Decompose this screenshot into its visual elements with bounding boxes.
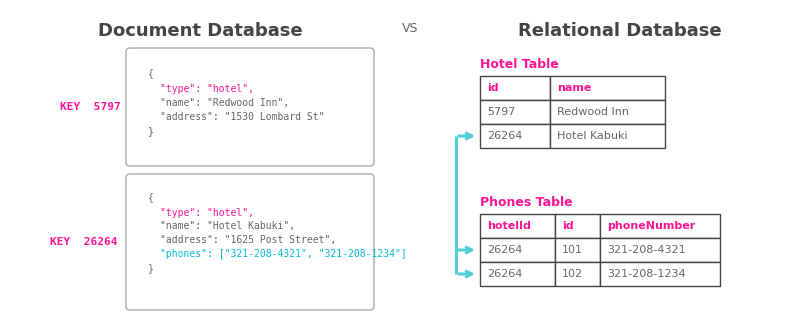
Text: Hotel Table: Hotel Table <box>480 58 558 71</box>
Text: 321-208-4321: 321-208-4321 <box>607 245 686 255</box>
Bar <box>480 262 555 286</box>
FancyBboxPatch shape <box>126 48 374 166</box>
FancyBboxPatch shape <box>126 174 374 310</box>
Text: 26264: 26264 <box>487 245 522 255</box>
Text: Hotel Kabuki: Hotel Kabuki <box>557 131 628 141</box>
Text: "address": "1625 Post Street",: "address": "1625 Post Street", <box>160 235 336 245</box>
Bar <box>600 262 720 286</box>
Bar <box>480 100 550 124</box>
Text: KEY  26264: KEY 26264 <box>50 237 118 247</box>
Text: id: id <box>562 221 574 231</box>
Text: Phones Table: Phones Table <box>480 196 573 209</box>
Bar <box>555 238 600 262</box>
Text: {: { <box>148 192 154 202</box>
Text: hotelId: hotelId <box>487 221 531 231</box>
Bar <box>480 238 555 262</box>
Text: "type": "hotel",: "type": "hotel", <box>160 84 254 94</box>
Text: 26264: 26264 <box>487 131 522 141</box>
Text: KEY  5797: KEY 5797 <box>60 102 121 112</box>
Text: 101: 101 <box>562 245 583 255</box>
Text: "address": "1530 Lombard St": "address": "1530 Lombard St" <box>160 112 325 122</box>
Text: id: id <box>487 83 498 93</box>
Text: 102: 102 <box>562 269 583 279</box>
Text: "type": "hotel",: "type": "hotel", <box>160 208 254 218</box>
Bar <box>555 262 600 286</box>
Bar <box>550 100 665 124</box>
Text: Document Database: Document Database <box>98 22 302 40</box>
Text: 26264: 26264 <box>487 269 522 279</box>
Bar <box>480 214 555 238</box>
Text: }: } <box>148 126 154 136</box>
Text: Relational Database: Relational Database <box>518 22 722 40</box>
Text: 321-208-1234: 321-208-1234 <box>607 269 686 279</box>
Text: VS: VS <box>402 22 418 35</box>
Text: {: { <box>148 68 154 78</box>
Text: 5797: 5797 <box>487 107 515 117</box>
Bar <box>600 214 720 238</box>
Text: Redwood Inn: Redwood Inn <box>557 107 629 117</box>
Text: "name": "Redwood Inn",: "name": "Redwood Inn", <box>160 98 290 108</box>
Bar <box>480 76 550 100</box>
Bar <box>550 124 665 148</box>
Bar <box>555 214 600 238</box>
Bar <box>600 238 720 262</box>
Text: }: } <box>148 263 154 273</box>
Text: "name": "Hotel Kabuki",: "name": "Hotel Kabuki", <box>160 221 295 231</box>
Bar <box>550 76 665 100</box>
Bar <box>480 124 550 148</box>
Text: phoneNumber: phoneNumber <box>607 221 695 231</box>
Text: name: name <box>557 83 591 93</box>
Text: "phones": ["321-208-4321", "321-208-1234"]: "phones": ["321-208-4321", "321-208-1234… <box>160 249 406 259</box>
